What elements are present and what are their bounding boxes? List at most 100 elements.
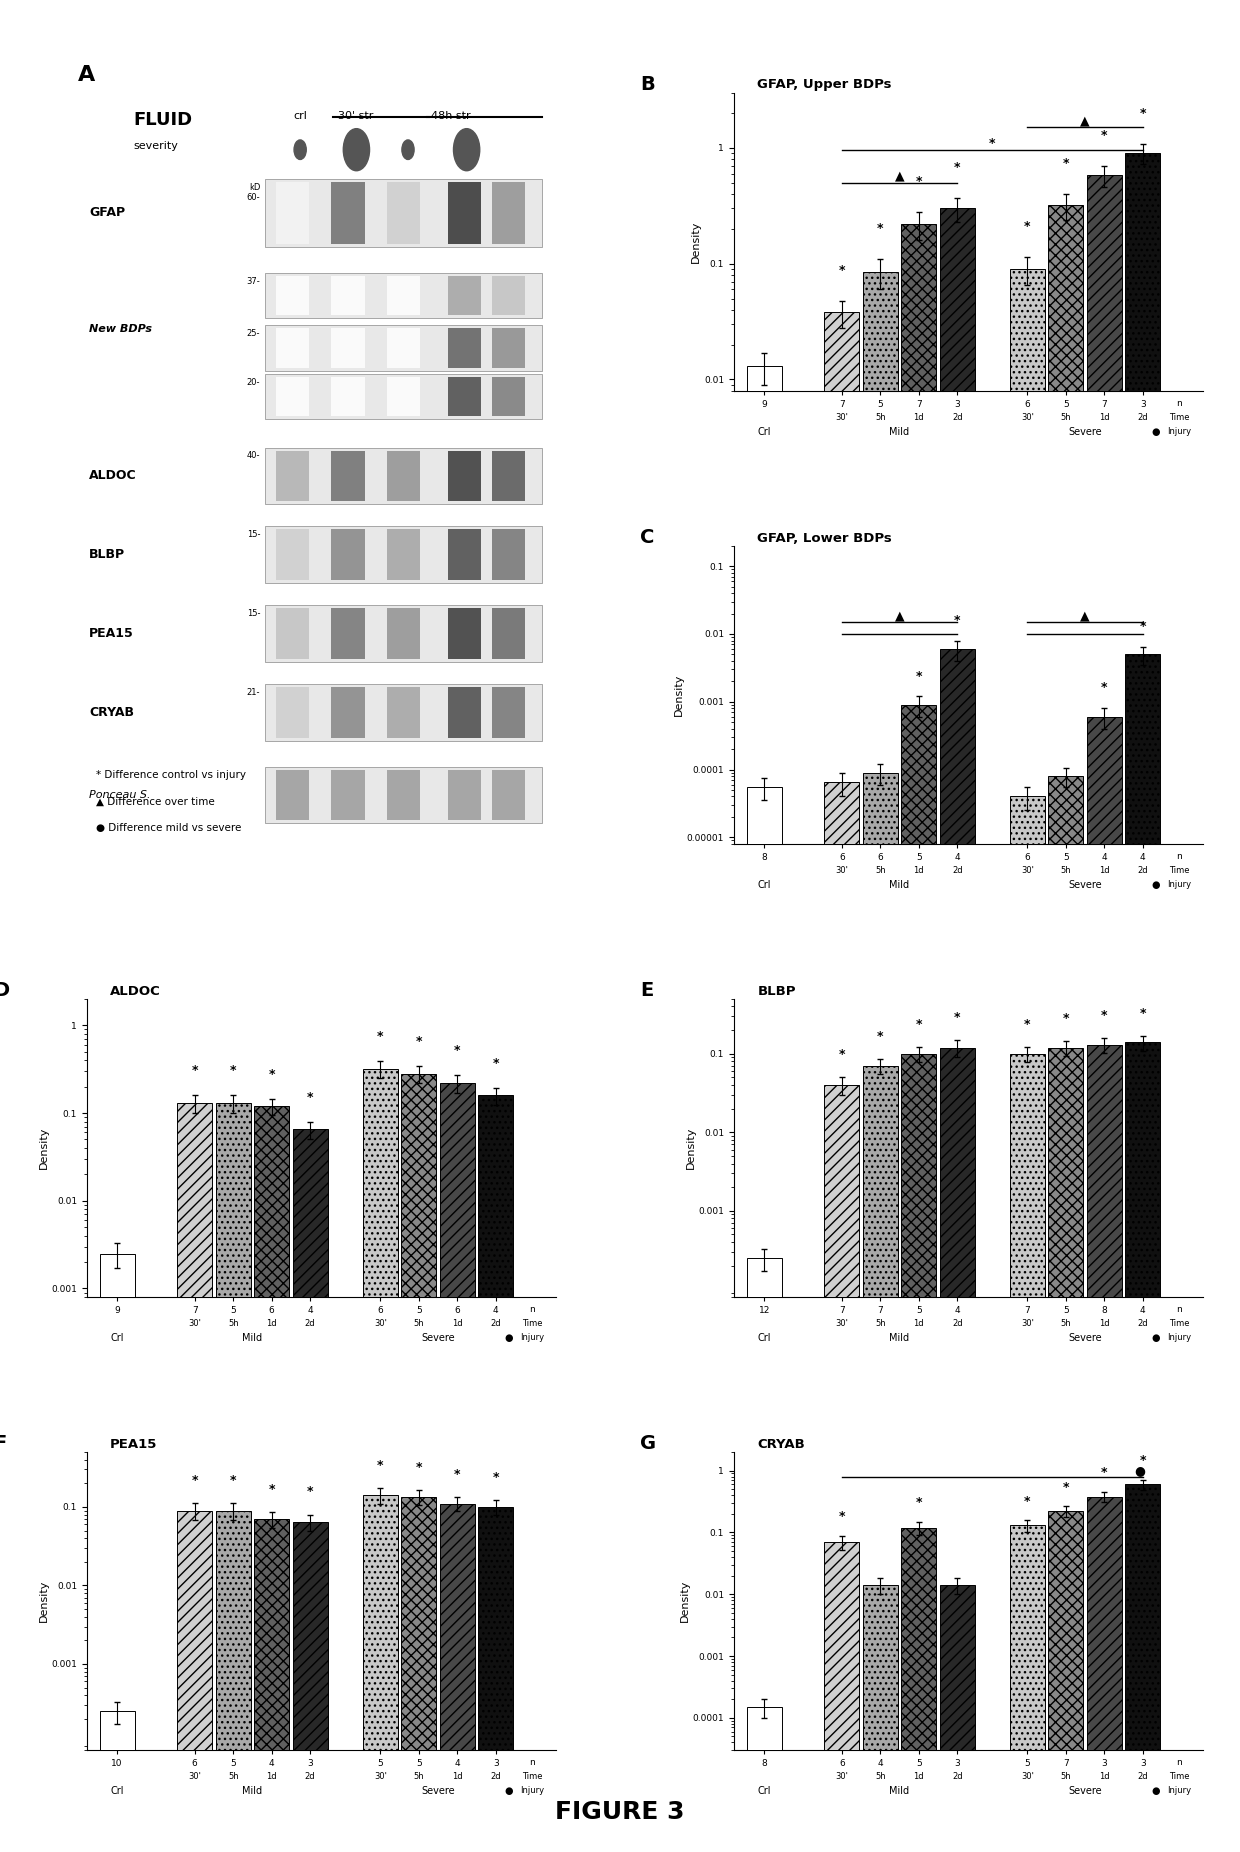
Text: * Difference control vs injury: * Difference control vs injury xyxy=(97,770,247,780)
Bar xyxy=(277,181,309,244)
Text: 30': 30' xyxy=(836,867,848,876)
Bar xyxy=(492,450,525,500)
Text: *: * xyxy=(1140,1007,1146,1020)
Text: Injury: Injury xyxy=(1167,426,1192,435)
Text: BLBP: BLBP xyxy=(758,985,796,998)
Bar xyxy=(901,1528,936,1852)
Text: Time: Time xyxy=(1169,413,1189,422)
Text: 2d: 2d xyxy=(490,1772,501,1782)
Text: F: F xyxy=(0,1433,6,1454)
Y-axis label: Density: Density xyxy=(691,220,702,263)
Text: *: * xyxy=(990,137,996,150)
Bar xyxy=(1086,1045,1122,1852)
Text: 2d: 2d xyxy=(1137,867,1148,876)
Bar xyxy=(479,1095,513,1852)
Bar xyxy=(363,1495,398,1852)
Text: ●: ● xyxy=(505,1333,513,1343)
Text: 30' str: 30' str xyxy=(337,111,373,122)
Text: *: * xyxy=(492,1057,498,1070)
Bar xyxy=(387,687,420,737)
Text: *: * xyxy=(954,1011,961,1024)
Bar xyxy=(331,181,365,244)
Bar xyxy=(265,767,542,822)
Circle shape xyxy=(294,141,306,159)
Text: Time: Time xyxy=(1169,1772,1189,1782)
Bar xyxy=(387,450,420,500)
Text: 30': 30' xyxy=(836,413,848,422)
Text: CRYAB: CRYAB xyxy=(89,706,134,719)
Bar xyxy=(448,770,481,820)
Bar xyxy=(1048,1048,1084,1852)
Text: Severe: Severe xyxy=(1068,1785,1102,1796)
Bar xyxy=(277,378,309,417)
Text: ●: ● xyxy=(1152,426,1161,437)
Text: *: * xyxy=(954,161,961,174)
Bar xyxy=(1048,1511,1084,1852)
Text: Time: Time xyxy=(522,1772,542,1782)
Y-axis label: Density: Density xyxy=(38,1580,48,1622)
Bar xyxy=(1125,1043,1161,1852)
Bar xyxy=(492,687,525,737)
Bar xyxy=(448,328,481,367)
Text: *: * xyxy=(915,1019,923,1032)
Bar xyxy=(448,530,481,580)
Bar xyxy=(216,1511,250,1852)
Text: ALDOC: ALDOC xyxy=(89,469,136,482)
Text: *: * xyxy=(915,1496,923,1509)
Bar xyxy=(940,648,975,1852)
Text: Severe: Severe xyxy=(1068,1333,1102,1343)
Bar xyxy=(440,1504,475,1852)
Text: ▲: ▲ xyxy=(1080,115,1090,128)
Text: 2d: 2d xyxy=(952,413,962,422)
Text: 30': 30' xyxy=(836,1772,848,1782)
Bar xyxy=(492,276,525,315)
Text: 37-: 37- xyxy=(247,276,260,285)
Text: 2d: 2d xyxy=(1137,413,1148,422)
Bar xyxy=(1048,776,1084,1852)
Text: Mild: Mild xyxy=(889,1333,910,1343)
Bar xyxy=(940,209,975,1852)
Bar xyxy=(863,1585,898,1852)
Text: 1d: 1d xyxy=(914,1319,924,1328)
Text: Crl: Crl xyxy=(758,1333,771,1343)
Bar xyxy=(901,1054,936,1852)
Text: *: * xyxy=(268,1069,275,1082)
Text: *: * xyxy=(306,1485,314,1498)
Bar xyxy=(265,326,542,370)
Text: Injury: Injury xyxy=(1167,1333,1192,1343)
Bar xyxy=(492,607,525,659)
Text: 5h: 5h xyxy=(228,1772,238,1782)
Text: FLUID: FLUID xyxy=(134,111,192,130)
Text: crl: crl xyxy=(293,111,308,122)
Bar xyxy=(492,770,525,820)
Bar xyxy=(825,782,859,1852)
Bar xyxy=(1086,1496,1122,1852)
Bar xyxy=(277,328,309,367)
Bar xyxy=(1125,654,1161,1852)
Text: Severe: Severe xyxy=(1068,426,1102,437)
Bar xyxy=(402,1496,436,1852)
Text: *: * xyxy=(454,1045,460,1057)
Text: Mild: Mild xyxy=(889,880,910,891)
Bar xyxy=(387,530,420,580)
Text: ▲ Difference over time: ▲ Difference over time xyxy=(97,796,215,806)
Text: Injury: Injury xyxy=(1167,880,1192,889)
Text: 5h: 5h xyxy=(1060,413,1071,422)
Bar xyxy=(1125,154,1161,1852)
Text: Mild: Mild xyxy=(889,426,910,437)
Text: 1d: 1d xyxy=(1099,1772,1110,1782)
Text: 30': 30' xyxy=(1021,867,1034,876)
Bar xyxy=(387,770,420,820)
Bar xyxy=(254,1106,289,1852)
Bar xyxy=(825,1085,859,1852)
Circle shape xyxy=(454,128,480,170)
Bar xyxy=(277,276,309,315)
Bar xyxy=(1086,176,1122,1852)
Text: Mild: Mild xyxy=(889,1785,910,1796)
Bar xyxy=(1125,1483,1161,1852)
Text: Mild: Mild xyxy=(242,1333,263,1343)
Text: *: * xyxy=(306,1091,314,1104)
Text: 1d: 1d xyxy=(914,1772,924,1782)
Text: Severe: Severe xyxy=(422,1333,455,1343)
Text: *: * xyxy=(377,1459,383,1472)
